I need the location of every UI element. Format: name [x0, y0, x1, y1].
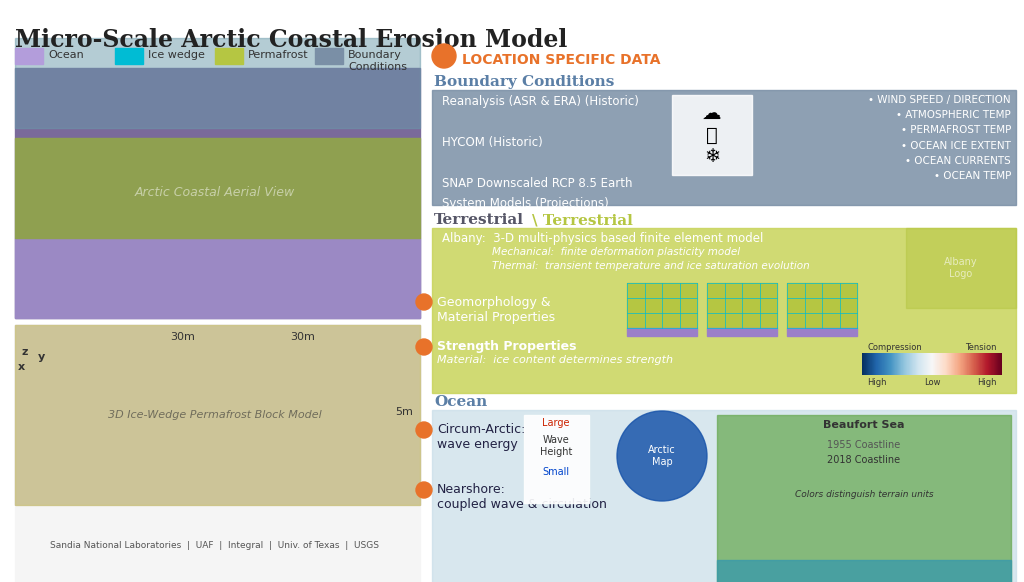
Text: High: High [867, 378, 887, 387]
Text: 3D Ice-Wedge Permafrost Block Model: 3D Ice-Wedge Permafrost Block Model [109, 410, 322, 420]
Text: x: x [18, 362, 26, 372]
Text: Beaufort Sea: Beaufort Sea [823, 420, 905, 430]
Text: Sandia National Laboratories  |  UAF  |  Integral  |  Univ. of Texas  |  USGS: Sandia National Laboratories | UAF | Int… [50, 541, 380, 549]
Circle shape [432, 44, 456, 68]
Bar [115, 48, 143, 64]
Bar [432, 90, 1016, 205]
Text: y: y [38, 352, 45, 362]
Text: Arctic Coastal Aerial View: Arctic Coastal Aerial View [135, 186, 295, 200]
Text: Albany:  3-D multi-physics based finite element model: Albany: 3-D multi-physics based finite e… [442, 232, 763, 245]
Bar [707, 283, 777, 328]
Bar [15, 38, 420, 128]
Text: ☁
🌡
❄: ☁ 🌡 ❄ [702, 104, 722, 166]
Text: Ocean: Ocean [48, 50, 84, 60]
Text: z: z [22, 347, 29, 357]
Text: Geomorphology &
Material Properties: Geomorphology & Material Properties [437, 296, 555, 324]
Circle shape [416, 422, 432, 438]
Text: Reanalysis (ASR & ERA) (Historic)

HYCOM (Historic)

SNAP Downscaled RCP 8.5 Ear: Reanalysis (ASR & ERA) (Historic) HYCOM … [442, 95, 639, 211]
Text: Micro-Scale Arctic Coastal Erosion Model: Micro-Scale Arctic Coastal Erosion Model [15, 28, 567, 52]
Bar [627, 328, 697, 336]
Text: Ice wedge: Ice wedge [148, 50, 205, 60]
Bar [717, 415, 1011, 582]
Bar [15, 48, 43, 64]
Bar [215, 48, 243, 64]
Circle shape [416, 482, 432, 498]
Text: Permafrost: Permafrost [248, 50, 308, 60]
Bar [906, 228, 1016, 308]
Text: Compression: Compression [867, 343, 922, 352]
Text: Boundary Conditions: Boundary Conditions [434, 75, 614, 89]
Bar [707, 328, 777, 336]
Text: \ Terrestrial: \ Terrestrial [532, 213, 633, 227]
Bar [15, 325, 420, 505]
Text: Nearshore:
coupled wave & circulation: Nearshore: coupled wave & circulation [437, 483, 607, 511]
Bar [15, 138, 420, 238]
Bar [15, 325, 420, 505]
Text: 30m: 30m [290, 332, 314, 342]
Bar [787, 283, 857, 328]
Text: Material:  ice content determines strength: Material: ice content determines strengt… [437, 355, 673, 365]
Bar [672, 95, 752, 175]
Text: Small: Small [543, 467, 569, 477]
Text: 30m: 30m [170, 332, 195, 342]
Bar [787, 328, 857, 336]
Bar [15, 507, 420, 582]
Text: Thermal:  transient temperature and ice saturation evolution: Thermal: transient temperature and ice s… [492, 261, 810, 271]
Bar [432, 228, 1016, 393]
Text: Tension: Tension [966, 343, 997, 352]
Text: Mechanical:  finite deformation plasticity model: Mechanical: finite deformation plasticit… [492, 247, 740, 257]
Text: High: High [978, 378, 997, 387]
Text: Boundary
Conditions: Boundary Conditions [348, 50, 407, 72]
Bar [432, 410, 1016, 582]
Text: Low: Low [924, 378, 940, 387]
Circle shape [416, 294, 432, 310]
Circle shape [416, 339, 432, 355]
Text: 1955 Coastline: 1955 Coastline [827, 440, 901, 450]
Text: Strength Properties: Strength Properties [437, 340, 577, 353]
Bar [627, 283, 697, 328]
Bar [524, 415, 589, 503]
Bar [15, 238, 420, 318]
Bar [717, 560, 1011, 582]
Text: LOCATION SPECIFIC DATA: LOCATION SPECIFIC DATA [462, 53, 660, 67]
Text: Large: Large [543, 418, 569, 428]
Text: • WIND SPEED / DIRECTION
• ATMOSPHERIC TEMP
• PERMAFROST TEMP
• OCEAN ICE EXTENT: • WIND SPEED / DIRECTION • ATMOSPHERIC T… [868, 95, 1011, 181]
Bar [315, 48, 343, 64]
Text: 5m: 5m [395, 407, 413, 417]
Text: Ocean: Ocean [434, 395, 487, 409]
Bar [15, 68, 420, 318]
Text: Circum-Arctic:
wave energy: Circum-Arctic: wave energy [437, 423, 525, 451]
Text: 2018 Coastline: 2018 Coastline [827, 455, 900, 465]
Text: Arctic
Map: Arctic Map [648, 445, 676, 467]
Text: Terrestrial: Terrestrial [434, 213, 524, 227]
Circle shape [617, 411, 707, 501]
Text: Albany
Logo: Albany Logo [944, 257, 978, 279]
Text: Colors distinguish terrain units: Colors distinguish terrain units [795, 490, 933, 499]
Text: Wave
Height: Wave Height [540, 435, 572, 457]
